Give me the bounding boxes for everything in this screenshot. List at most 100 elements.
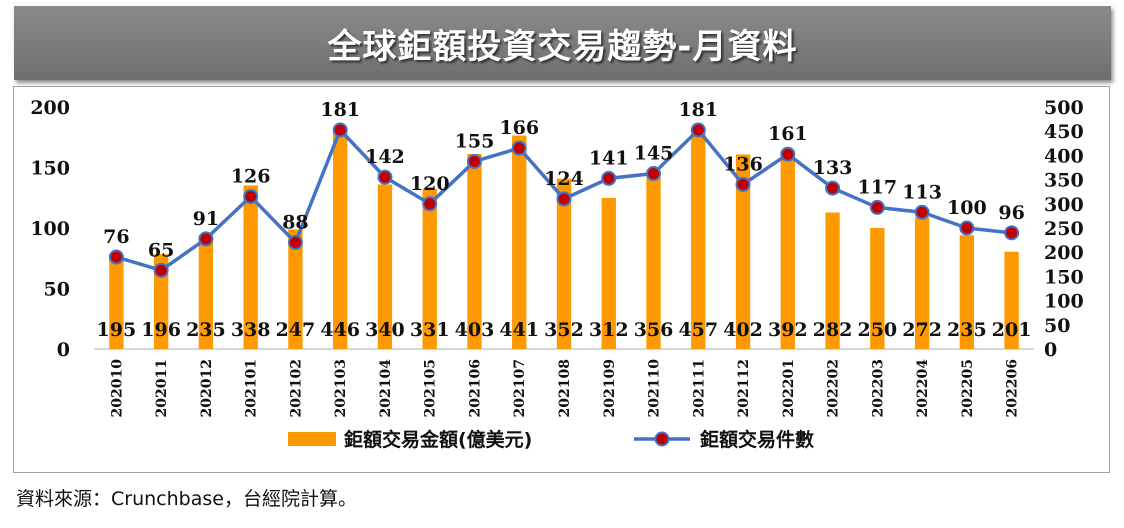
bar <box>467 153 482 349</box>
y-right-tick-label: 250 <box>1044 218 1084 240</box>
legend-line-marker <box>654 431 670 447</box>
x-tick-label: 202204 <box>915 359 931 418</box>
line-value-label: 113 <box>902 181 942 203</box>
bar <box>556 178 572 349</box>
chart-title-bar: 全球鉅額投資交易趨勢-月資料 <box>14 6 1111 80</box>
line-value-label: 181 <box>678 99 718 121</box>
bar-value-label: 446 <box>320 319 360 341</box>
bar <box>601 197 616 349</box>
line-point <box>690 122 706 138</box>
x-tick-label: 202104 <box>378 359 394 418</box>
bar <box>870 228 885 349</box>
bar <box>243 185 258 349</box>
x-tick-label: 202107 <box>512 359 528 417</box>
line-value-label: 161 <box>768 123 808 145</box>
y-left-tick-label: 150 <box>30 158 70 180</box>
line-point <box>466 153 482 169</box>
x-tick-label: 202205 <box>960 359 976 417</box>
line-value-label: 166 <box>499 117 539 139</box>
line-point <box>780 146 796 162</box>
line-value-label: 133 <box>813 157 853 179</box>
bar-value-label: 457 <box>678 319 718 341</box>
bar <box>1004 251 1019 349</box>
line-point <box>556 191 572 207</box>
x-tick-label: 202203 <box>870 359 886 417</box>
line-point <box>108 249 124 265</box>
line-value-label: 120 <box>410 173 450 195</box>
bar-value-label: 235 <box>186 319 226 341</box>
legend-line-label: 鉅額交易件數 <box>700 428 814 451</box>
line-point <box>914 204 930 220</box>
bar-value-label: 392 <box>768 319 808 341</box>
y-right-tick-label: 350 <box>1044 170 1084 192</box>
line-value-label: 141 <box>589 147 629 169</box>
x-tick-label: 202103 <box>333 359 349 417</box>
line-value-label: 76 <box>103 226 129 248</box>
line-value-label: 88 <box>282 212 308 234</box>
y-left-tick-label: 50 <box>44 279 70 301</box>
line-value-label: 117 <box>857 176 897 198</box>
x-tick-label: 202010 <box>109 359 125 418</box>
bar-value-label: 340 <box>365 319 405 341</box>
chart-frame: 0 50 100 150 200 0 50 100 150 200 250 300 350 400 450 5… <box>13 86 1110 473</box>
bar-value-label: 338 <box>231 319 271 341</box>
x-tick-label: 202112 <box>736 359 752 417</box>
y-right-tick-label: 100 <box>1044 291 1084 313</box>
bar <box>959 235 975 349</box>
bar <box>198 235 214 349</box>
bar-value-label: 250 <box>857 319 897 341</box>
x-tick-label: 202011 <box>154 359 170 417</box>
bar-value-label: 196 <box>141 319 181 341</box>
bar-value-label: 272 <box>902 319 942 341</box>
line-value-label: 126 <box>231 166 271 188</box>
line-value-label: 142 <box>365 146 405 168</box>
line-point <box>243 189 259 205</box>
bar <box>691 127 706 349</box>
x-tick-label: 202102 <box>288 359 304 417</box>
y-left-tick-label: 0 <box>57 339 70 361</box>
line-value-label: 181 <box>320 99 360 121</box>
bar-value-label: 331 <box>410 319 450 341</box>
x-tick-label: 202105 <box>423 359 439 417</box>
bar-value-label: 356 <box>634 319 674 341</box>
bar-value-label: 195 <box>97 319 137 341</box>
line-point <box>825 180 841 196</box>
x-tick-label: 202110 <box>647 359 663 418</box>
bar <box>422 188 437 349</box>
bar <box>825 212 840 349</box>
line-point <box>153 262 169 278</box>
bar-value-label: 201 <box>992 319 1032 341</box>
line-value-label: 100 <box>947 197 987 219</box>
y-right-tick-label: 50 <box>1044 315 1070 337</box>
line-point <box>198 231 214 247</box>
bar-value-label: 247 <box>276 319 316 341</box>
line-value-label: 124 <box>544 168 584 190</box>
line-point <box>601 170 617 186</box>
bar <box>377 184 393 349</box>
line-value-label: 65 <box>148 239 174 261</box>
bar <box>153 254 169 349</box>
bar-value-label: 312 <box>589 319 629 341</box>
x-tick-label: 202206 <box>1005 359 1021 417</box>
bar <box>780 159 795 349</box>
line-point <box>332 122 348 138</box>
y-right-tick-label: 400 <box>1044 145 1084 167</box>
bar <box>109 254 124 349</box>
bar-value-label: 403 <box>455 319 495 341</box>
y-right-tick-label: 200 <box>1044 242 1084 264</box>
bar-value-label: 282 <box>813 319 853 341</box>
bar-value-label: 441 <box>499 319 539 341</box>
x-tick-label: 202202 <box>826 359 842 417</box>
bar <box>914 217 930 349</box>
combo-chart: 0501001502000501001502002503003504004505… <box>30 97 1084 451</box>
x-tick-label: 202106 <box>467 359 483 417</box>
line-value-label: 145 <box>634 143 674 165</box>
bar <box>288 229 303 349</box>
chart-title: 全球鉅額投資交易趨勢-月資料 <box>327 26 798 67</box>
x-tick-label: 202111 <box>691 359 707 417</box>
x-tick-label: 202108 <box>557 359 573 417</box>
y-right-tick-label: 450 <box>1044 121 1084 143</box>
x-tick-label: 202109 <box>602 359 618 417</box>
legend-bar-label: 鉅額交易金額(億美元) <box>344 428 532 451</box>
bar <box>735 154 751 349</box>
